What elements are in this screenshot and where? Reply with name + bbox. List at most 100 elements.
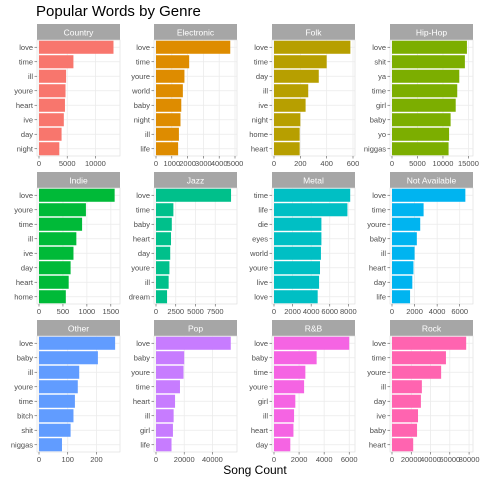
- chart-title: Popular Words by Genre: [36, 3, 201, 20]
- bar-time: [392, 203, 424, 217]
- category-label: niggas: [11, 441, 33, 450]
- bar-live: [274, 275, 320, 289]
- bar-ill: [39, 232, 77, 246]
- panel-electronic: Electronic 0 1000 2000 3000 4000 5000 love time y…: [131, 24, 243, 168]
- panel-folk: Folk 0 200 400 600 love time day ill ive night home…: [249, 24, 359, 168]
- bar-time: [392, 84, 458, 98]
- bar-heart: [39, 98, 65, 112]
- bar-ill: [39, 69, 67, 83]
- category-label: ive: [258, 101, 268, 110]
- bar-love: [39, 40, 114, 54]
- bar-time: [39, 55, 74, 69]
- x-tick-label: 0: [37, 455, 41, 464]
- bar-youre: [39, 203, 86, 217]
- x-tick-label: 5000: [187, 307, 204, 316]
- category-label: ive: [23, 116, 33, 125]
- bar-time: [274, 365, 306, 379]
- category-label: time: [372, 206, 386, 215]
- bar-night: [274, 113, 301, 127]
- category-label: love: [254, 339, 268, 348]
- category-label: ill: [381, 383, 386, 392]
- category-label: youre: [367, 220, 386, 229]
- x-tick-label: 10000: [85, 159, 106, 168]
- bar-heart: [156, 394, 176, 408]
- x-tick-label: 0: [390, 159, 394, 168]
- category-label: baby: [134, 220, 151, 229]
- category-label: youre: [14, 87, 33, 96]
- bar-niggas: [392, 142, 449, 156]
- panel-strip-label: Country: [64, 28, 95, 38]
- bar-day: [39, 127, 62, 141]
- x-tick-label: 500: [57, 307, 70, 316]
- panel-strip: [390, 320, 473, 336]
- x-tick-label: 200: [294, 159, 307, 168]
- category-label: ill: [145, 278, 150, 287]
- x-tick-label: 10000: [433, 159, 454, 168]
- panel-strip-label: Indie: [69, 176, 88, 186]
- x-tick-label: 2000: [291, 455, 308, 464]
- bar-ive: [39, 113, 64, 127]
- category-label: time: [136, 206, 150, 215]
- panel-strip: [154, 172, 237, 188]
- category-label: ill: [263, 412, 268, 421]
- category-label: day: [256, 72, 268, 81]
- bar-life: [392, 290, 411, 304]
- x-tick-label: 20000: [401, 455, 422, 464]
- bar-love: [156, 188, 232, 202]
- bar-world: [156, 84, 183, 98]
- category-label: night: [17, 145, 34, 154]
- bar-baby: [392, 232, 417, 246]
- x-tick-label: 200: [90, 455, 103, 464]
- x-tick-label: 0: [154, 307, 158, 316]
- bar-love: [392, 40, 467, 54]
- category-label: time: [254, 58, 268, 67]
- bar-ill: [156, 275, 169, 289]
- x-tick-label: 4000: [211, 159, 228, 168]
- bar-shit: [39, 423, 71, 437]
- bar-day: [156, 246, 171, 260]
- x-tick-label: 4000: [429, 307, 446, 316]
- x-axis-label: Song Count: [223, 463, 287, 477]
- panel-hip-hop: Hip-Hop 0 5000 10000 15000 love shit ya time girl…: [364, 24, 479, 168]
- bar-ill: [156, 409, 174, 423]
- bar-ill: [274, 409, 295, 423]
- category-label: time: [372, 87, 386, 96]
- panel-not-available: Not Available 0 2000 4000 6000 love time youre b…: [367, 172, 474, 316]
- category-label: girl: [376, 101, 386, 110]
- category-label: live: [257, 278, 268, 287]
- category-label: love: [372, 191, 386, 200]
- category-label: girl: [258, 397, 268, 406]
- bar-time: [156, 380, 180, 394]
- category-label: love: [372, 43, 386, 52]
- bar-ive: [274, 98, 306, 112]
- panel-strip: [37, 24, 120, 40]
- category-label: ive: [376, 412, 386, 421]
- bar-ill: [392, 246, 415, 260]
- bar-heart: [156, 232, 172, 246]
- category-label: life: [258, 206, 268, 215]
- panel-r-b: R&B 0 2000 4000 6000 love baby time youre girl ill…: [249, 320, 358, 464]
- panel-other: Other 0 100 200 love baby ill youre time bitch shi…: [11, 320, 121, 464]
- category-label: day: [21, 264, 33, 273]
- x-tick-label: 2000: [406, 307, 423, 316]
- x-tick-label: 1000: [79, 307, 96, 316]
- category-label: love: [372, 339, 386, 348]
- category-label: baby: [370, 426, 387, 435]
- category-label: day: [374, 278, 386, 287]
- bar-ive: [392, 409, 419, 423]
- category-label: heart: [133, 235, 151, 244]
- x-tick-label: 2000: [179, 159, 196, 168]
- panel-strip: [272, 24, 355, 40]
- category-label: dream: [129, 293, 150, 302]
- x-tick-label: 5000: [409, 159, 426, 168]
- x-tick-label: 0: [272, 307, 276, 316]
- category-label: ill: [28, 235, 33, 244]
- category-label: life: [376, 293, 386, 302]
- category-label: youre: [131, 72, 150, 81]
- bar-love: [392, 336, 467, 350]
- panel-strip: [154, 320, 237, 336]
- bar-youre: [39, 84, 66, 98]
- x-tick-label: 8000: [340, 307, 357, 316]
